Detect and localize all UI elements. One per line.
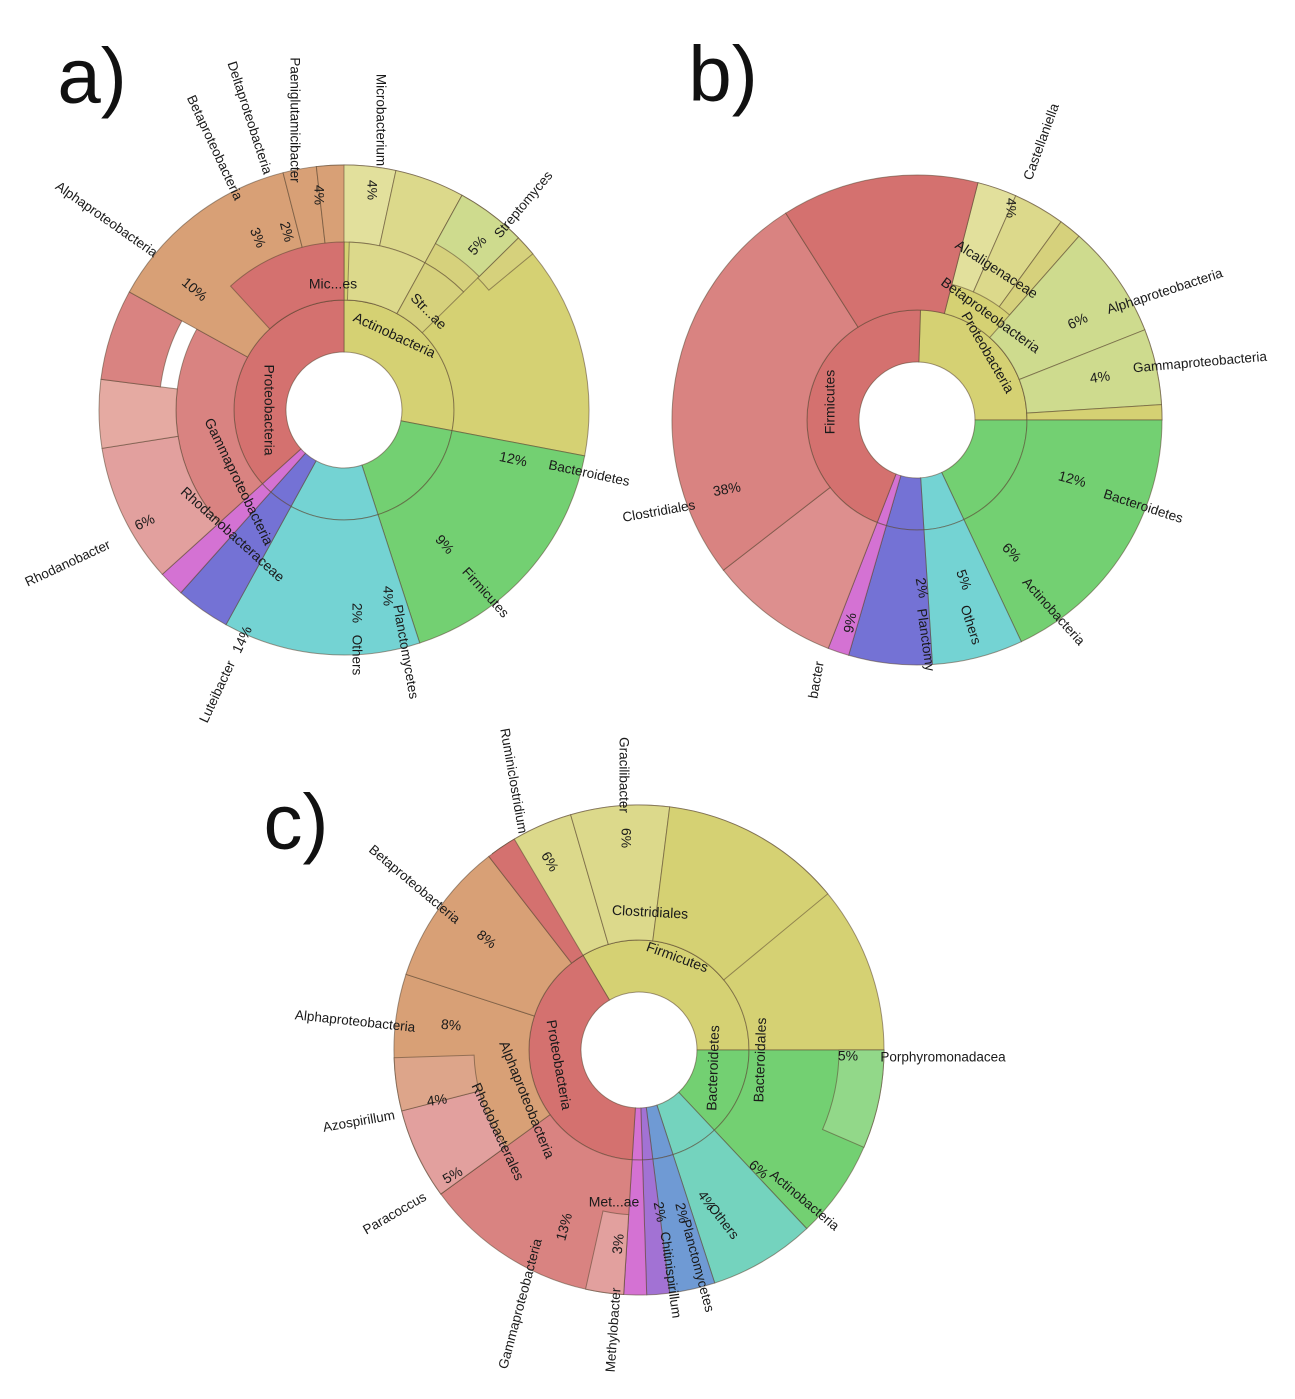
outer-label: Azospirillum — [322, 1107, 396, 1134]
outer-label: Betaproteobacteria — [184, 93, 246, 203]
outer-label: Others — [349, 635, 364, 676]
percent-label: 38% — [712, 478, 742, 499]
outer-label: Betaproteobacteria — [366, 842, 463, 927]
percent-label: 4% — [1003, 198, 1019, 218]
sunburst-segment — [98, 378, 179, 449]
outer-label: Methylobacter — [603, 1287, 624, 1373]
percent-label: 12% — [1057, 467, 1088, 490]
outer-label: Paracoccus — [360, 1189, 429, 1237]
segment-label: Firmicutes — [822, 370, 838, 435]
percent-label: 13% — [552, 1211, 575, 1242]
outer-label: bacter — [805, 660, 826, 700]
segment-label: Bacteroidetes — [703, 1025, 722, 1111]
sunburst-segment — [963, 419, 1163, 643]
percent-label: 4% — [364, 180, 380, 200]
sunburst-a — [98, 164, 590, 656]
sunburst-segment — [393, 1054, 480, 1112]
percent-label: 4% — [426, 1090, 448, 1109]
percent-label: 6% — [132, 510, 157, 533]
sunburst-segment — [434, 194, 520, 278]
segment-label: Proteobacteria — [261, 364, 277, 455]
segment-label: Bacteroidales — [750, 1017, 769, 1102]
percent-label: 6% — [1065, 309, 1090, 332]
sunburst-segment — [785, 174, 979, 328]
percent-label: 4% — [380, 586, 396, 606]
percent-label: 5% — [838, 1048, 858, 1064]
percent-label: 8% — [440, 1016, 462, 1034]
sunburst-segment — [225, 505, 421, 656]
sunburst-segment — [584, 1210, 630, 1296]
sunburst-segment — [488, 838, 584, 964]
percent-label: 12% — [498, 448, 529, 469]
panel-label: b) — [688, 30, 757, 118]
outer-label: Gracilibacter — [616, 737, 631, 813]
sunburst-segment — [229, 241, 345, 330]
outer-label: Deltaproteobacteria — [225, 59, 276, 176]
panel-label: a) — [57, 32, 126, 120]
percent-label: 4% — [311, 185, 327, 205]
percent-label: 9% — [840, 611, 859, 634]
sunburst-segment — [477, 237, 534, 291]
outer-label: Castellaniella — [1020, 101, 1062, 182]
percent-label: 6% — [618, 828, 634, 848]
sunburst-segment — [652, 806, 829, 981]
segment-label: Clostridiales — [612, 902, 689, 922]
sunburst-segment — [821, 1049, 885, 1148]
outer-label: Clostridiales — [621, 497, 696, 525]
outer-label: Alphaproteobacteria — [53, 178, 161, 260]
percent-label: 2% — [913, 576, 932, 599]
percent-label: 5% — [953, 567, 975, 591]
outer-label: Porphyromonadacea — [880, 1050, 1006, 1065]
sunburst-segment — [377, 430, 586, 644]
percent-label: 3% — [247, 225, 269, 250]
outer-label: Paeniglutamicibacter — [287, 57, 302, 183]
sunburst-c — [393, 804, 885, 1296]
percent-label: 2% — [672, 1201, 692, 1224]
sunburst-b — [671, 174, 1163, 666]
outer-label: Luteibacter — [196, 658, 238, 725]
percent-label: 2% — [651, 1200, 670, 1223]
percent-label: 4% — [1089, 367, 1111, 386]
sunburst-segment — [671, 212, 859, 571]
percent-label: 3% — [609, 1233, 627, 1255]
outer-label: Ruminiclostridium — [497, 727, 530, 835]
outer-label: Streptomyces — [491, 168, 556, 241]
percent-label: 2% — [349, 603, 365, 623]
sunburst-segment — [396, 262, 465, 334]
segment-label: Met...ae — [589, 1194, 640, 1210]
segment-label: Mic...es — [309, 276, 357, 292]
outer-label: Rhodanobacter — [23, 537, 113, 590]
percent-label: 2% — [277, 220, 298, 244]
outer-label: Microbacterium — [373, 74, 388, 166]
panel-label: c) — [264, 778, 329, 866]
